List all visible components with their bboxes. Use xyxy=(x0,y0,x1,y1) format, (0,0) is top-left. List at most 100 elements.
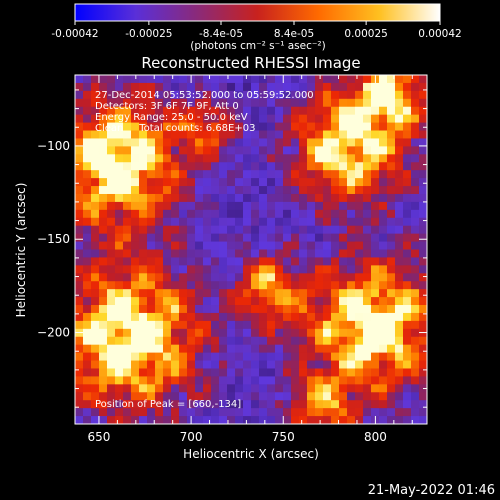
heatmap-cell xyxy=(251,186,260,195)
heatmap-cell xyxy=(267,241,276,251)
heatmap-cell xyxy=(387,146,396,155)
heatmap-cell xyxy=(115,273,124,282)
heatmap-cell xyxy=(379,376,388,385)
heatmap-cell xyxy=(179,368,188,378)
heatmap-cell xyxy=(395,162,404,171)
heatmap-cell xyxy=(179,352,188,362)
heatmap-cell xyxy=(259,98,268,108)
heatmap-cell xyxy=(395,305,404,314)
heatmap-cell xyxy=(347,392,356,401)
heatmap-cell xyxy=(195,106,204,116)
heatmap-cell xyxy=(107,114,116,124)
heatmap-cell xyxy=(243,193,252,203)
heatmap-cell xyxy=(387,344,396,354)
heatmap-cell xyxy=(355,360,364,370)
heatmap-cell xyxy=(267,98,276,108)
heatmap-cell xyxy=(235,209,244,219)
heatmap-cell xyxy=(371,320,380,330)
heatmap-cell xyxy=(235,416,244,424)
heatmap-cell xyxy=(115,209,124,219)
heatmap-cell xyxy=(187,297,196,306)
heatmap-cell xyxy=(411,368,420,378)
heatmap-cell xyxy=(211,146,220,155)
heatmap-cell xyxy=(115,376,124,385)
heatmap-cell xyxy=(243,312,252,322)
heatmap-cell xyxy=(75,122,84,132)
heatmap-cell xyxy=(267,376,276,385)
heatmap-cell xyxy=(291,170,300,179)
heatmap-cell xyxy=(411,376,420,385)
heatmap-cell xyxy=(355,392,364,401)
heatmap-cell xyxy=(419,98,427,108)
heatmap-cell xyxy=(211,368,220,378)
heatmap-cell xyxy=(387,257,396,266)
heatmap-cell xyxy=(203,376,212,385)
heatmap-cell xyxy=(419,392,427,401)
heatmap-cell xyxy=(283,122,292,132)
heatmap-cell xyxy=(291,75,300,84)
heatmap-cell xyxy=(355,114,364,124)
heatmap-cell xyxy=(339,106,348,116)
heatmap-cell xyxy=(203,186,212,195)
heatmap-cell xyxy=(139,201,148,211)
heatmap-cell xyxy=(171,384,180,393)
heatmap-cell xyxy=(147,273,156,282)
heatmap-cell xyxy=(275,416,284,424)
heatmap-cell xyxy=(155,257,164,266)
heatmap-cell xyxy=(235,201,244,211)
heatmap-cell xyxy=(155,178,164,187)
heatmap-cell xyxy=(251,217,260,227)
heatmap-cell xyxy=(99,201,108,211)
heatmap-cell xyxy=(291,90,300,100)
heatmap-cell xyxy=(363,305,372,314)
heatmap-cell xyxy=(251,106,260,116)
heatmap-cell xyxy=(347,170,356,179)
heatmap-cell xyxy=(243,257,252,266)
heatmap-cell xyxy=(331,146,340,155)
heatmap-cell xyxy=(283,384,292,393)
heatmap-cell xyxy=(331,193,340,203)
heatmap-cell xyxy=(203,257,212,266)
heatmap-cell xyxy=(419,400,427,409)
heatmap-cell xyxy=(227,75,236,84)
heatmap-cell xyxy=(259,114,268,124)
heatmap-cell xyxy=(219,305,228,314)
heatmap-cell xyxy=(203,328,212,338)
heatmap-cell xyxy=(379,305,388,314)
heatmap-cell xyxy=(419,138,427,147)
heatmap-cell xyxy=(371,106,380,116)
heatmap-cell xyxy=(235,328,244,338)
heatmap-cell xyxy=(267,146,276,155)
heatmap-cell xyxy=(291,297,300,306)
heatmap-cell xyxy=(235,305,244,314)
heatmap-cell xyxy=(411,257,420,266)
heatmap-cell xyxy=(259,336,268,346)
heatmap-cell xyxy=(115,114,124,124)
heatmap-cell xyxy=(139,376,148,385)
heatmap-cell xyxy=(299,130,308,140)
heatmap-cell xyxy=(155,384,164,393)
heatmap-cell xyxy=(419,344,427,354)
heatmap-cell xyxy=(75,297,84,306)
heatmap-cell xyxy=(387,75,396,84)
heatmap-cell xyxy=(395,98,404,108)
heatmap-cell xyxy=(179,82,188,92)
heatmap-cell xyxy=(307,281,316,290)
heatmap-cell xyxy=(235,408,244,417)
heatmap-cell xyxy=(227,249,236,259)
heatmap-cell xyxy=(123,289,132,298)
heatmap-cell xyxy=(259,320,268,330)
heatmap-cell xyxy=(155,305,164,314)
heatmap-cell xyxy=(315,82,324,92)
heatmap-cell xyxy=(331,344,340,354)
annotation-clean-counts: Clean Total counts: 6.68E+03 xyxy=(95,123,255,134)
heatmap-cell xyxy=(99,130,108,140)
heatmap-cell xyxy=(163,312,172,322)
heatmap-cell xyxy=(131,122,140,132)
heatmap-cell xyxy=(75,146,84,155)
heatmap-cell xyxy=(387,193,396,203)
heatmap-cell xyxy=(227,400,236,409)
heatmap-cell xyxy=(179,376,188,385)
heatmap-cell xyxy=(179,328,188,338)
heatmap-cell xyxy=(411,193,420,203)
